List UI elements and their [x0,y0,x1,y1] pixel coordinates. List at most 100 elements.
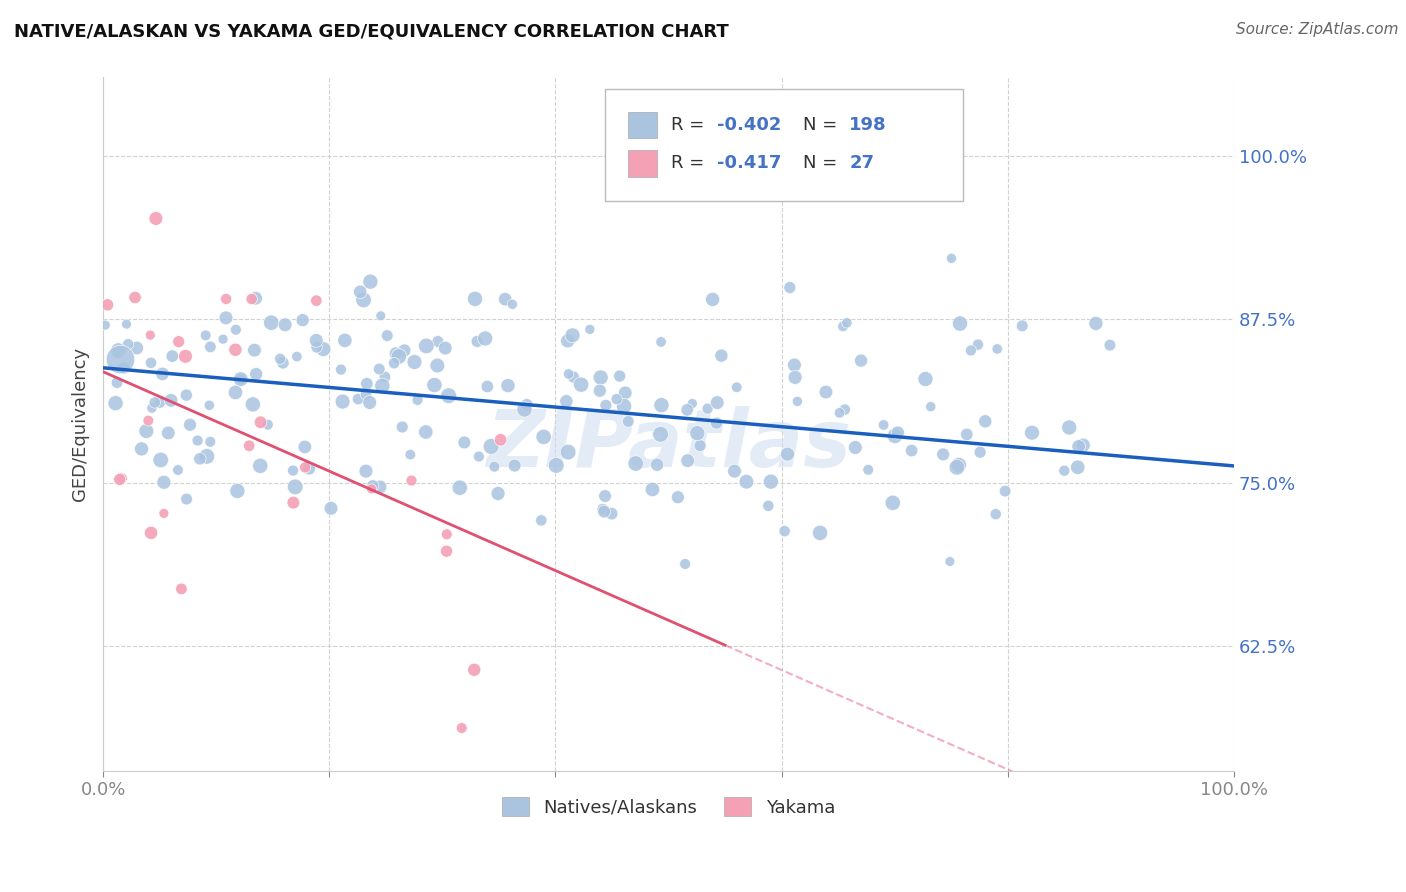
Point [489,433,512,447]
Text: NATIVE/ALASKAN VS YAKAMA GED/EQUIVALENCY CORRELATION CHART: NATIVE/ALASKAN VS YAKAMA GED/EQUIVALENCY… [14,22,728,40]
Point [756,499,779,513]
Point [516,398,538,412]
Point [291,313,314,327]
Point [557,445,579,459]
Point [828,406,851,420]
Point [374,370,396,384]
Point [200,340,222,354]
Point [783,358,806,372]
Point [294,440,316,454]
Point [849,353,872,368]
Point [347,392,370,406]
Point [145,211,167,226]
Point [994,484,1017,499]
Point [832,319,855,334]
Point [613,399,636,413]
Point [450,721,472,735]
Point [176,388,198,402]
Point [167,334,190,349]
Point [245,367,267,381]
Point [257,417,280,432]
Point [960,343,983,358]
Point [238,439,260,453]
Point [153,507,176,521]
Point [105,376,128,390]
Point [160,393,183,408]
Point [984,507,1007,521]
Point [294,460,316,475]
Point [887,425,910,440]
Point [759,475,782,489]
Point [375,328,398,343]
Point [474,331,496,345]
Point [494,292,516,306]
Point [808,525,831,540]
Point [152,367,174,381]
Point [404,355,426,369]
Point [650,398,672,412]
Point [681,396,703,410]
Point [198,398,221,412]
Point [562,370,585,384]
Text: Source: ZipAtlas.com: Source: ZipAtlas.com [1236,22,1399,37]
Point [785,370,807,384]
Point [479,439,502,453]
Point [97,298,120,312]
Point [319,501,342,516]
Point [283,495,305,509]
Point [696,401,718,416]
Point [641,483,664,497]
Point [112,361,135,376]
Point [858,463,880,477]
Point [835,316,858,330]
Point [162,349,184,363]
Point [706,395,728,409]
Point [260,316,283,330]
Point [354,387,377,401]
Point [215,310,238,325]
Point [939,555,962,569]
Point [359,275,381,289]
Point [368,362,391,376]
Point [149,395,172,409]
Point [426,359,449,373]
Point [609,369,631,384]
Point [312,342,335,356]
Point [465,334,488,349]
Point [884,429,907,443]
Point [967,337,990,351]
Point [298,462,321,476]
Point [200,434,222,449]
Point [224,385,246,400]
Point [305,293,328,308]
Point [569,377,592,392]
Point [501,297,523,311]
Point [900,443,922,458]
Point [882,496,904,510]
Text: 198: 198 [849,116,887,134]
Point [530,513,553,527]
Point [107,343,129,358]
Point [176,491,198,506]
Point [229,372,252,386]
Point [167,463,190,477]
Point [305,340,328,354]
Point [249,458,271,473]
Point [305,334,328,348]
Point [557,367,579,381]
Point [399,448,422,462]
Point [624,457,647,471]
Point [1067,460,1090,475]
Point [773,524,796,538]
Point [281,464,304,478]
Point [689,439,711,453]
Point [468,450,491,464]
Point [384,346,406,360]
Text: N =: N = [803,116,842,134]
Point [353,293,375,307]
Point [406,392,429,407]
Point [437,389,460,403]
Point [371,378,394,392]
Point [141,401,163,416]
Point [187,434,209,448]
